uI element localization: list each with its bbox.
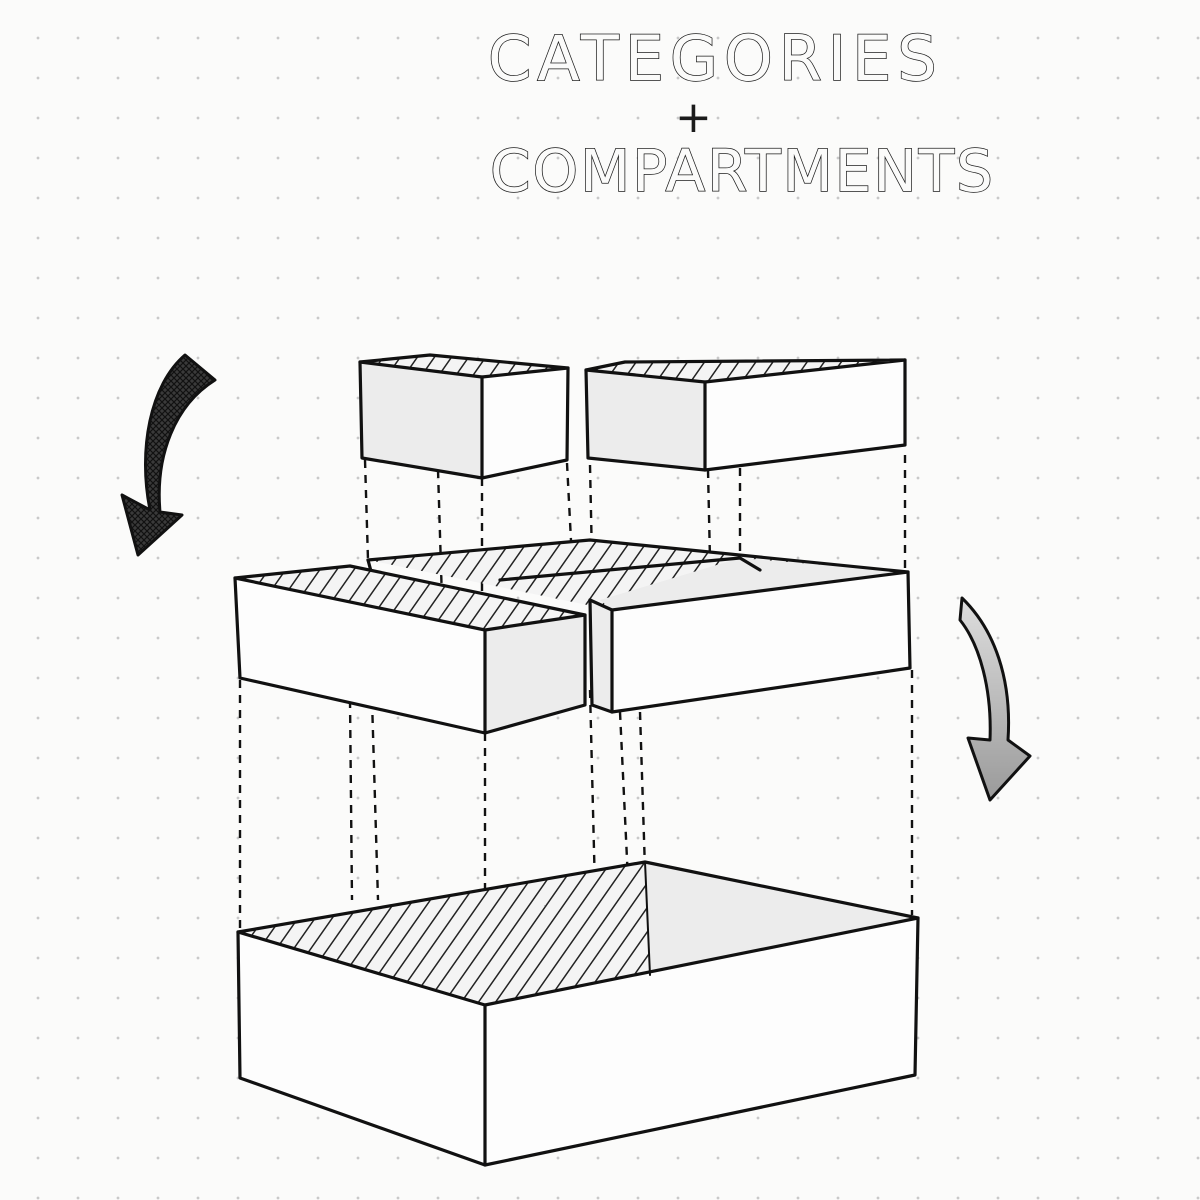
middle-tray-right [366,538,912,714]
curved-arrow-down-right-icon [958,596,1032,802]
base-tray [236,860,920,1167]
middle-tray-left [233,564,587,735]
title-compartments: COMPARTMENTS [489,137,995,205]
small-compartment-right [584,358,907,472]
title-plus: + [675,92,712,143]
small-compartment-left [358,353,570,480]
title-categories: CATEGORIES [487,22,943,95]
title-block: CATEGORIES + COMPARTMENTS [470,22,1070,205]
curved-arrow-down-left-icon [120,353,217,557]
